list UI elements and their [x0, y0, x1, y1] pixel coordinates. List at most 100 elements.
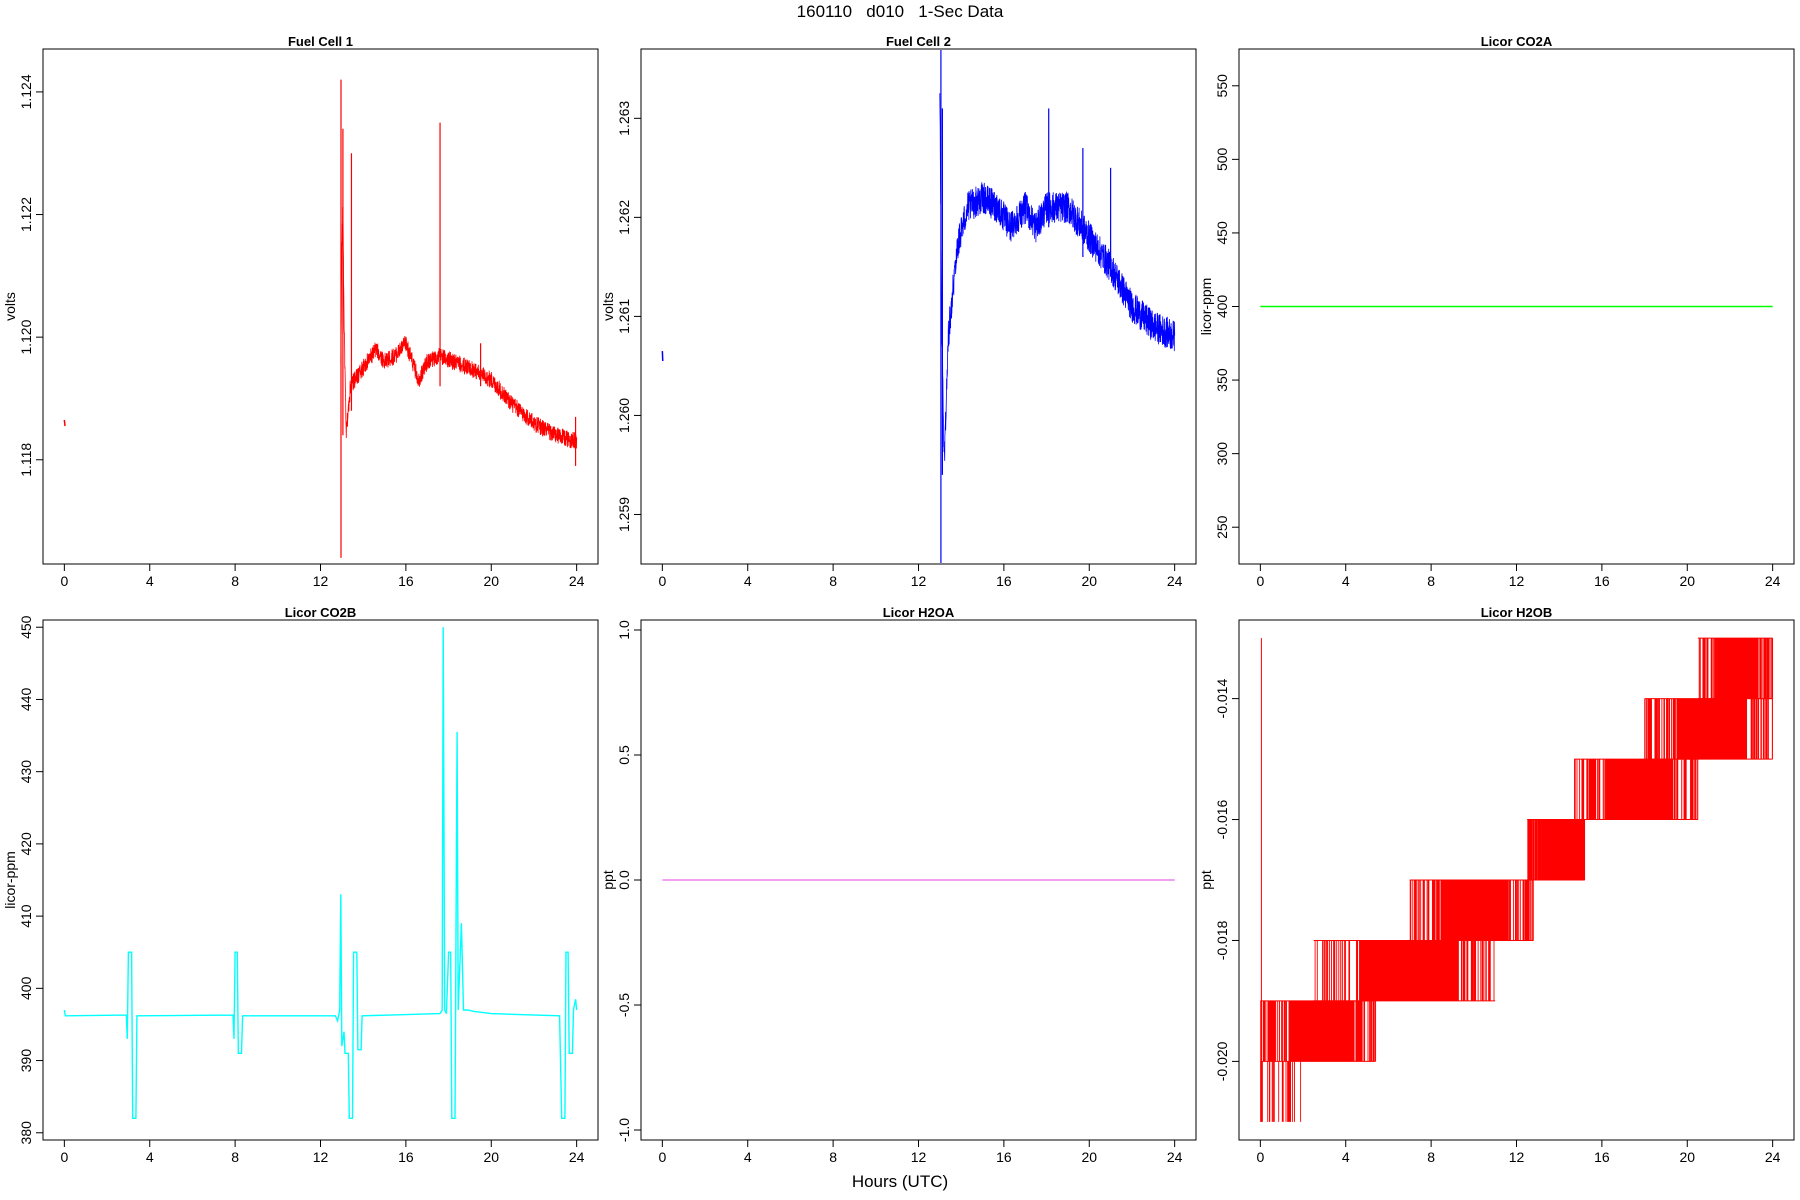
- series-line: [1644, 698, 1773, 760]
- x-tick-label: 0: [658, 1149, 666, 1165]
- chart-panel-1: Fuel Cell 1 volts 0 4 8 12 16 20 24 1.118 1.120 1.1…: [2, 34, 599, 589]
- data-layer: [661, 50, 1176, 563]
- x-tick-label: 16: [1594, 573, 1610, 589]
- y-axis-label: licor-ppm: [2, 851, 18, 909]
- x-tick-label: 20: [483, 1149, 499, 1165]
- x-axis-label: Hours (UTC): [851, 1172, 949, 1191]
- chart-panel-5: Licor H2OA ppt 0 4 8 12 16 20 24 -1.0 -0.5 0.0 0.5 1.…: [600, 605, 1197, 1165]
- chart-title: Licor H2OA: [883, 605, 955, 620]
- x-tick-label: 24: [1167, 573, 1183, 589]
- x-tick-label: 12: [911, 1149, 927, 1165]
- y-tick-label: 500: [1214, 147, 1230, 171]
- x-tick-label: 24: [569, 1149, 585, 1165]
- x-tick-label: 4: [1342, 1149, 1350, 1165]
- chart-title: Licor CO2A: [1481, 34, 1553, 49]
- chart-title: Licor H2OB: [1481, 605, 1553, 620]
- x-tick-label: 12: [313, 1149, 329, 1165]
- y-tick-label: 400: [18, 976, 34, 1000]
- y-axis-label: ppt: [600, 870, 616, 890]
- y-tick-label: 1.0: [616, 620, 632, 640]
- x-tick-label: 20: [1679, 1149, 1695, 1165]
- x-tick-label: 8: [829, 573, 837, 589]
- x-tick-label: 8: [1427, 573, 1435, 589]
- series-line: [1260, 1000, 1377, 1062]
- plot-frame: [42, 48, 599, 565]
- y-tick-label: 450: [1214, 221, 1230, 245]
- chart-panel-6: Licor H2OB ppt 0 4 8 12 16 20 24 -0.020 -0.018 -0.0…: [1198, 605, 1795, 1165]
- y-tick-label: 410: [18, 904, 34, 928]
- y-tick-label: 1.259: [616, 497, 632, 532]
- x-tick-label: 0: [658, 573, 666, 589]
- x-tick-label: 0: [1256, 573, 1264, 589]
- chart-title: Fuel Cell 1: [288, 34, 353, 49]
- x-tick-label: 24: [1765, 573, 1781, 589]
- chart-panel-3: Licor CO2A licor-ppm 0 4 8 12 16 20 24 250 300 350 4…: [1198, 34, 1795, 589]
- y-axis-label: volts: [2, 292, 18, 321]
- x-tick-label: 12: [1509, 1149, 1525, 1165]
- y-tick-label: 1.118: [18, 443, 34, 477]
- series-line: [63, 419, 66, 427]
- x-tick-label: 4: [146, 1149, 154, 1165]
- page-title: 160110 d010 1-Sec Data: [796, 2, 1004, 21]
- y-tick-label: -0.5: [616, 993, 632, 1017]
- plot-frame: [42, 619, 599, 1141]
- x-tick-label: 8: [231, 573, 239, 589]
- x-tick-label: 12: [313, 573, 329, 589]
- y-tick-label: -0.018: [1214, 920, 1230, 960]
- y-axis-label: volts: [600, 292, 616, 321]
- y-tick-label: 420: [18, 832, 34, 856]
- y-tick-label: 350: [1214, 368, 1230, 392]
- x-tick-label: 8: [1427, 1149, 1435, 1165]
- x-tick-label: 4: [744, 1149, 752, 1165]
- plot-frame: [640, 48, 1197, 565]
- y-tick-label: 1.262: [616, 200, 632, 235]
- chart-title: Fuel Cell 2: [886, 34, 951, 49]
- x-tick-label: 16: [1594, 1149, 1610, 1165]
- y-tick-label: 400: [1214, 295, 1230, 319]
- x-tick-label: 24: [569, 573, 585, 589]
- x-tick-label: 20: [1679, 573, 1695, 589]
- y-tick-label: 1.261: [616, 299, 632, 334]
- x-tick-label: 12: [1509, 573, 1525, 589]
- data-layer: [63, 627, 578, 1119]
- y-tick-label: 430: [18, 760, 34, 784]
- chart-panel-4: Licor CO2B licor-ppm 0 4 8 12 16 20 24 380 390 400 4…: [2, 605, 599, 1165]
- x-tick-label: 20: [1081, 1149, 1097, 1165]
- x-tick-label: 0: [60, 573, 68, 589]
- data-layer: [63, 79, 578, 558]
- x-tick-label: 8: [829, 1149, 837, 1165]
- chart-panel-2: Fuel Cell 2 volts 0 4 8 12 16 20 24 1.259 1.260 1.2…: [600, 34, 1197, 589]
- series-line: [1314, 940, 1495, 1001]
- x-tick-label: 24: [1765, 1149, 1781, 1165]
- y-tick-label: -0.016: [1214, 799, 1230, 839]
- y-tick-label: 1.263: [616, 101, 632, 136]
- series-line: [340, 206, 578, 450]
- y-tick-label: -0.014: [1214, 679, 1230, 719]
- y-tick-label: 1.122: [18, 197, 34, 232]
- y-tick-label: 250: [1214, 515, 1230, 539]
- series-line: [1574, 759, 1699, 820]
- x-tick-label: 20: [1081, 573, 1097, 589]
- y-tick-label: 1.124: [18, 74, 34, 109]
- x-tick-label: 16: [398, 1149, 414, 1165]
- x-tick-label: 0: [1256, 1149, 1264, 1165]
- y-tick-label: 0.5: [616, 745, 632, 765]
- chart-title: Licor CO2B: [285, 605, 357, 620]
- x-tick-label: 4: [744, 573, 752, 589]
- x-tick-label: 16: [996, 573, 1012, 589]
- x-tick-label: 0: [60, 1149, 68, 1165]
- x-tick-label: 4: [1342, 573, 1350, 589]
- y-tick-label: 300: [1214, 442, 1230, 466]
- y-tick-label: -0.020: [1214, 1041, 1230, 1081]
- y-tick-label: 1.120: [18, 319, 34, 354]
- series-line: [939, 93, 1176, 461]
- y-tick-label: 550: [1214, 74, 1230, 98]
- y-tick-label: 450: [18, 615, 34, 639]
- x-tick-label: 24: [1167, 1149, 1183, 1165]
- series-line: [63, 627, 578, 1119]
- data-layer: [1260, 637, 1774, 1122]
- x-tick-label: 16: [996, 1149, 1012, 1165]
- y-axis-label: ppt: [1198, 870, 1214, 890]
- series-line: [1409, 880, 1534, 941]
